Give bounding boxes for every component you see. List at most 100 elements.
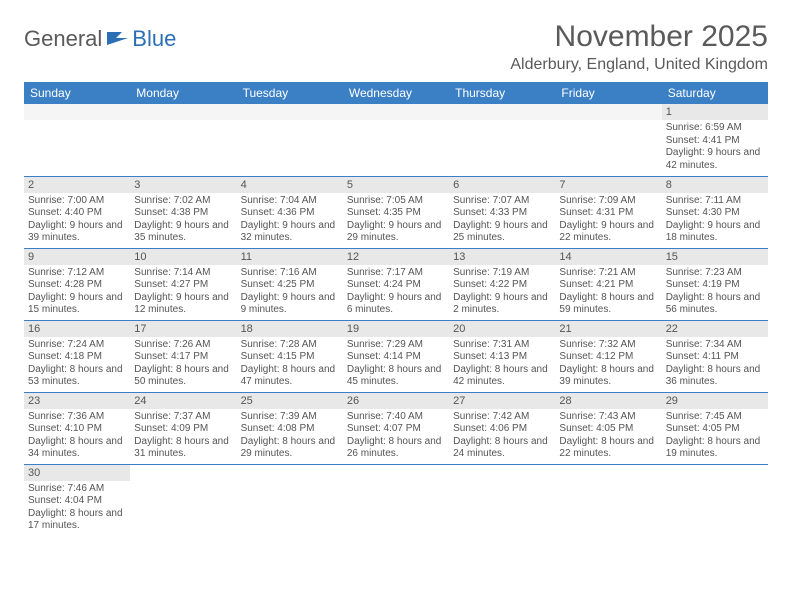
sunset-text: Sunset: 4:07 PM [347, 423, 445, 436]
sunrise-text: Sunrise: 7:11 AM [666, 195, 764, 208]
sunrise-text: Sunrise: 7:00 AM [28, 195, 126, 208]
day-details: Sunrise: 7:42 AMSunset: 4:06 PMDaylight:… [449, 409, 555, 463]
day-details: Sunrise: 7:36 AMSunset: 4:10 PMDaylight:… [24, 409, 130, 463]
calendar-day-cell: 9Sunrise: 7:12 AMSunset: 4:28 PMDaylight… [24, 248, 130, 320]
day-number: 16 [24, 321, 130, 337]
calendar-day-cell: 1Sunrise: 6:59 AMSunset: 4:41 PMDaylight… [662, 104, 768, 176]
day-number: 28 [555, 393, 661, 409]
calendar-day-cell: 10Sunrise: 7:14 AMSunset: 4:27 PMDayligh… [130, 248, 236, 320]
daylight-text: Daylight: 9 hours and 39 minutes. [28, 220, 126, 245]
header: General Blue November 2025 Alderbury, En… [24, 20, 768, 74]
day-details: Sunrise: 7:26 AMSunset: 4:17 PMDaylight:… [130, 337, 236, 391]
day-number: 7 [555, 177, 661, 193]
day-number: 26 [343, 393, 449, 409]
day-details: Sunrise: 7:12 AMSunset: 4:28 PMDaylight:… [24, 265, 130, 319]
daylight-text: Daylight: 9 hours and 12 minutes. [134, 292, 232, 317]
daylight-text: Daylight: 8 hours and 56 minutes. [666, 292, 764, 317]
sunset-text: Sunset: 4:21 PM [559, 279, 657, 292]
calendar-day-cell [24, 104, 130, 176]
day-details: Sunrise: 7:40 AMSunset: 4:07 PMDaylight:… [343, 409, 449, 463]
calendar-week-row: 1Sunrise: 6:59 AMSunset: 4:41 PMDaylight… [24, 104, 768, 176]
sunset-text: Sunset: 4:22 PM [453, 279, 551, 292]
day-details: Sunrise: 7:24 AMSunset: 4:18 PMDaylight:… [24, 337, 130, 391]
logo-text-2: Blue [132, 26, 176, 52]
daylight-text: Daylight: 9 hours and 35 minutes. [134, 220, 232, 245]
calendar-day-cell: 13Sunrise: 7:19 AMSunset: 4:22 PMDayligh… [449, 248, 555, 320]
day-details: Sunrise: 7:45 AMSunset: 4:05 PMDaylight:… [662, 409, 768, 463]
daylight-text: Daylight: 8 hours and 31 minutes. [134, 436, 232, 461]
daylight-text: Daylight: 8 hours and 53 minutes. [28, 364, 126, 389]
calendar-day-cell: 8Sunrise: 7:11 AMSunset: 4:30 PMDaylight… [662, 176, 768, 248]
sunset-text: Sunset: 4:33 PM [453, 207, 551, 220]
calendar-week-row: 2Sunrise: 7:00 AMSunset: 4:40 PMDaylight… [24, 176, 768, 248]
day-number: 24 [130, 393, 236, 409]
daylight-text: Daylight: 8 hours and 19 minutes. [666, 436, 764, 461]
daylight-text: Daylight: 8 hours and 26 minutes. [347, 436, 445, 461]
daylight-text: Daylight: 8 hours and 29 minutes. [241, 436, 339, 461]
sunset-text: Sunset: 4:28 PM [28, 279, 126, 292]
sunrise-text: Sunrise: 7:40 AM [347, 411, 445, 424]
day-details: Sunrise: 7:19 AMSunset: 4:22 PMDaylight:… [449, 265, 555, 319]
daylight-text: Daylight: 9 hours and 18 minutes. [666, 220, 764, 245]
daylight-text: Daylight: 9 hours and 32 minutes. [241, 220, 339, 245]
daylight-text: Daylight: 8 hours and 24 minutes. [453, 436, 551, 461]
day-number [343, 104, 449, 120]
day-details: Sunrise: 7:14 AMSunset: 4:27 PMDaylight:… [130, 265, 236, 319]
daylight-text: Daylight: 8 hours and 17 minutes. [28, 508, 126, 533]
day-number: 12 [343, 249, 449, 265]
weekday-header: Friday [555, 82, 661, 104]
sunset-text: Sunset: 4:12 PM [559, 351, 657, 364]
day-details: Sunrise: 7:04 AMSunset: 4:36 PMDaylight:… [237, 193, 343, 247]
day-number: 8 [662, 177, 768, 193]
day-number: 23 [24, 393, 130, 409]
sunset-text: Sunset: 4:14 PM [347, 351, 445, 364]
daylight-text: Daylight: 8 hours and 39 minutes. [559, 364, 657, 389]
weekday-header: Saturday [662, 82, 768, 104]
calendar-day-cell: 6Sunrise: 7:07 AMSunset: 4:33 PMDaylight… [449, 176, 555, 248]
calendar-day-cell: 25Sunrise: 7:39 AMSunset: 4:08 PMDayligh… [237, 392, 343, 464]
calendar-day-cell [343, 104, 449, 176]
day-number: 30 [24, 465, 130, 481]
day-number: 14 [555, 249, 661, 265]
calendar-day-cell [555, 464, 661, 536]
day-details: Sunrise: 7:17 AMSunset: 4:24 PMDaylight:… [343, 265, 449, 319]
calendar-day-cell: 24Sunrise: 7:37 AMSunset: 4:09 PMDayligh… [130, 392, 236, 464]
sunset-text: Sunset: 4:06 PM [453, 423, 551, 436]
calendar-day-cell: 27Sunrise: 7:42 AMSunset: 4:06 PMDayligh… [449, 392, 555, 464]
calendar-day-cell: 15Sunrise: 7:23 AMSunset: 4:19 PMDayligh… [662, 248, 768, 320]
day-number: 5 [343, 177, 449, 193]
calendar-day-cell [130, 464, 236, 536]
logo-flag-icon [106, 30, 130, 48]
daylight-text: Daylight: 9 hours and 22 minutes. [559, 220, 657, 245]
day-details: Sunrise: 7:34 AMSunset: 4:11 PMDaylight:… [662, 337, 768, 391]
calendar-day-cell [662, 464, 768, 536]
logo: General Blue [24, 20, 176, 52]
calendar-week-row: 30Sunrise: 7:46 AMSunset: 4:04 PMDayligh… [24, 464, 768, 536]
daylight-text: Daylight: 8 hours and 34 minutes. [28, 436, 126, 461]
sunset-text: Sunset: 4:25 PM [241, 279, 339, 292]
daylight-text: Daylight: 8 hours and 59 minutes. [559, 292, 657, 317]
day-number: 18 [237, 321, 343, 337]
calendar-day-cell: 18Sunrise: 7:28 AMSunset: 4:15 PMDayligh… [237, 320, 343, 392]
sunset-text: Sunset: 4:41 PM [666, 135, 764, 148]
sunrise-text: Sunrise: 6:59 AM [666, 122, 764, 135]
location: Alderbury, England, United Kingdom [510, 56, 768, 74]
sunset-text: Sunset: 4:11 PM [666, 351, 764, 364]
sunrise-text: Sunrise: 7:36 AM [28, 411, 126, 424]
daylight-text: Daylight: 8 hours and 36 minutes. [666, 364, 764, 389]
day-number: 22 [662, 321, 768, 337]
sunrise-text: Sunrise: 7:02 AM [134, 195, 232, 208]
sunrise-text: Sunrise: 7:24 AM [28, 339, 126, 352]
sunset-text: Sunset: 4:15 PM [241, 351, 339, 364]
sunrise-text: Sunrise: 7:21 AM [559, 267, 657, 280]
day-number: 13 [449, 249, 555, 265]
day-details: Sunrise: 7:02 AMSunset: 4:38 PMDaylight:… [130, 193, 236, 247]
weekday-header: Wednesday [343, 82, 449, 104]
calendar-day-cell: 26Sunrise: 7:40 AMSunset: 4:07 PMDayligh… [343, 392, 449, 464]
day-number: 29 [662, 393, 768, 409]
calendar-day-cell: 19Sunrise: 7:29 AMSunset: 4:14 PMDayligh… [343, 320, 449, 392]
calendar-day-cell: 17Sunrise: 7:26 AMSunset: 4:17 PMDayligh… [130, 320, 236, 392]
sunrise-text: Sunrise: 7:14 AM [134, 267, 232, 280]
sunrise-text: Sunrise: 7:43 AM [559, 411, 657, 424]
daylight-text: Daylight: 8 hours and 45 minutes. [347, 364, 445, 389]
